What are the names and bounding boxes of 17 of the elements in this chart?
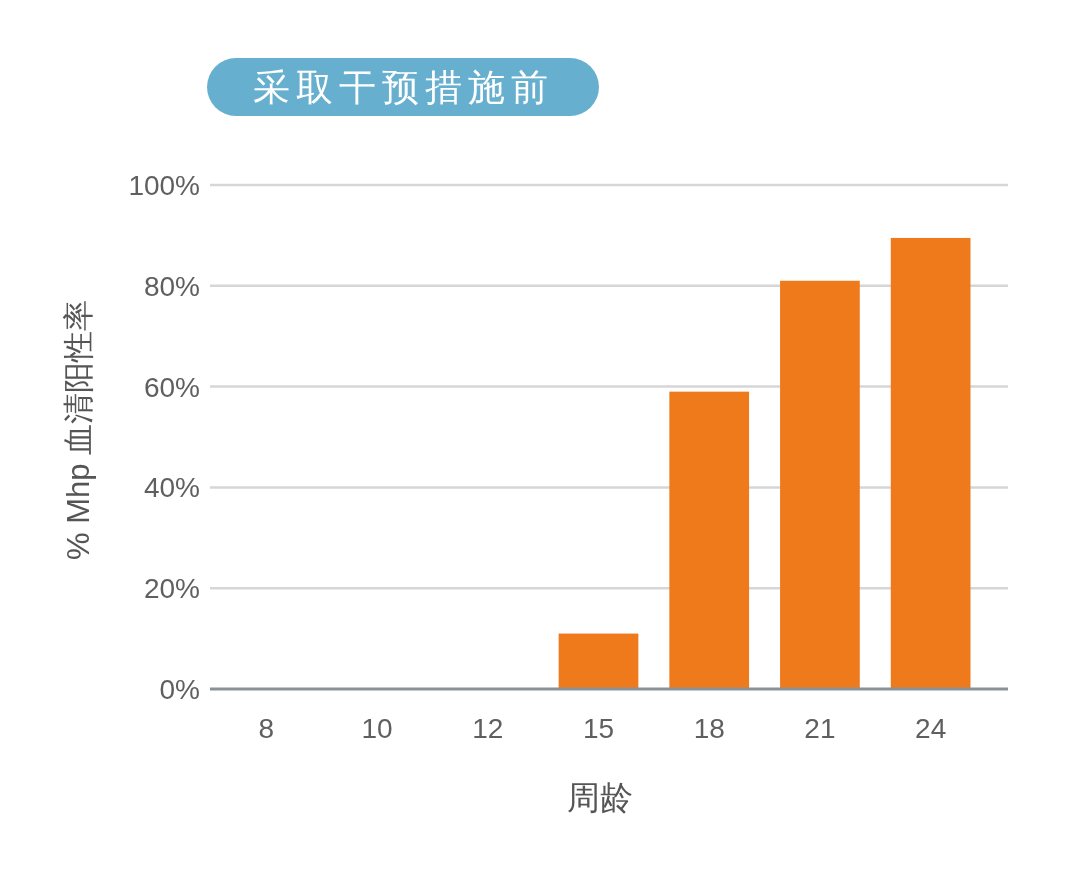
x-tick-label: 24 <box>915 713 947 744</box>
x-tick-label: 8 <box>258 713 275 744</box>
y-axis-title: % Mhp 血清阳性率 <box>61 299 96 561</box>
y-tick-label: 100% <box>128 170 200 201</box>
x-tick-label: 15 <box>582 713 615 744</box>
title: 采取干预措施前 <box>207 58 599 116</box>
y-tick-label: 60% <box>143 371 200 403</box>
y-tick-label: 80% <box>143 270 200 302</box>
y-tick-label: 40% <box>143 472 200 504</box>
y-tick-label: 20% <box>143 573 200 605</box>
y-tick-label: 0% <box>159 674 200 705</box>
x-axis-title: 周龄 <box>567 779 633 816</box>
x-tick-label: 21 <box>804 713 836 744</box>
x-tick-label: 10 <box>361 713 393 744</box>
chart-title: 采取干预措施前 <box>252 67 554 108</box>
x-tick-label: 12 <box>472 713 504 744</box>
x-tick-label: 18 <box>693 713 725 744</box>
